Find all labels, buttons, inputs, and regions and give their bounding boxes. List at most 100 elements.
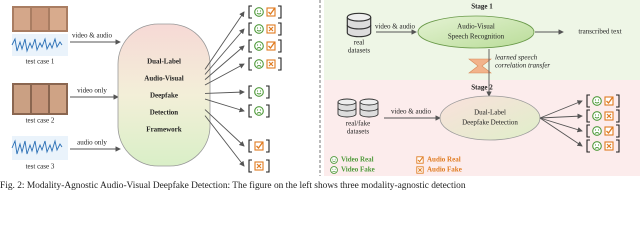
bracket [248, 5, 252, 19]
bracket [266, 159, 270, 173]
bracket [616, 94, 620, 108]
bracket [266, 139, 270, 153]
input-label: video & audio [391, 108, 432, 116]
bracket [248, 159, 252, 173]
smile-icon [592, 111, 602, 121]
dataset-icon [359, 98, 379, 118]
legend-label: Video Real [341, 156, 374, 164]
frown-icon [592, 126, 602, 136]
frown-icon [330, 166, 338, 174]
cross-icon [604, 141, 614, 151]
input-label: video only [77, 87, 107, 95]
arrow [204, 115, 245, 167]
transfer-label: learned speech [495, 54, 538, 62]
smile-icon [254, 87, 264, 97]
cross-icon [266, 59, 276, 69]
smile-icon [330, 156, 338, 164]
bracket [278, 22, 282, 36]
bracket [616, 124, 620, 138]
test-case-3-media [11, 136, 68, 160]
framework-line: Detection [150, 109, 178, 117]
bracket [616, 139, 620, 153]
caption: Fig. 2: Modality-Agnostic Audio-Visual D… [0, 180, 466, 191]
test-case-label: test case 1 [26, 58, 55, 66]
model-label: Dual-Label [474, 109, 506, 117]
bracket [278, 39, 282, 53]
output-label: transcribed text [578, 28, 621, 36]
bracket [266, 85, 270, 99]
bracket [248, 22, 252, 36]
arrow [204, 98, 245, 113]
model-label: Audio-Visual [457, 23, 495, 31]
input-label: video & audio [72, 32, 113, 40]
stage-title: Stage 2 [471, 84, 493, 92]
bracket [248, 85, 252, 99]
cross-icon [416, 166, 424, 174]
dataset-label: datasets [347, 128, 369, 136]
arrow [539, 117, 583, 147]
test-case-1-media [11, 6, 68, 56]
cross-icon [266, 24, 276, 34]
smile-icon [592, 96, 602, 106]
arrow [204, 89, 245, 95]
arrow [204, 109, 245, 147]
bracket [586, 94, 590, 108]
frown-icon [254, 106, 264, 116]
bracket [616, 109, 620, 123]
arrow [204, 11, 245, 70]
bracket [278, 5, 282, 19]
model-label: Deepfake Detection [462, 119, 518, 127]
bracket [248, 39, 252, 53]
cross-icon [254, 161, 264, 171]
legend: Video Real Audio Real Video Fake Audio Fake [330, 156, 462, 174]
test-case-label: test case 3 [26, 163, 55, 171]
test-case-label: test case 2 [26, 117, 55, 125]
left-outputs [204, 5, 282, 173]
framework-line: Deepfake [150, 92, 178, 100]
bracket [586, 139, 590, 153]
framework-box [117, 23, 211, 167]
check-icon [416, 156, 424, 164]
bracket [278, 57, 282, 71]
test-case-2-media [12, 83, 68, 115]
dataset-icon [346, 12, 372, 38]
dataset-icon [337, 98, 357, 118]
frown-icon [254, 41, 264, 51]
bracket [586, 124, 590, 138]
check-icon [266, 41, 276, 51]
asr-model [417, 15, 535, 49]
framework-line: Dual-Label [147, 58, 181, 66]
bracket [248, 139, 252, 153]
frown-icon [254, 59, 264, 69]
smile-icon [254, 7, 264, 17]
arrow [539, 100, 583, 119]
arrow [204, 45, 245, 80]
arrow [539, 113, 583, 119]
check-icon [266, 7, 276, 17]
bracket [248, 104, 252, 118]
arrow [539, 117, 583, 133]
stage-title: Stage 1 [471, 3, 493, 11]
arrow [204, 28, 245, 75]
framework-line: Audio-Visual [144, 75, 183, 83]
dataset-label: real [354, 39, 365, 47]
bracket [266, 104, 270, 118]
input-label: audio only [77, 139, 107, 147]
input-label: video & audio [375, 23, 416, 31]
transfer-label: correlation transfer [495, 62, 550, 70]
legend-label: Video Fake [341, 166, 375, 174]
check-icon [254, 141, 264, 151]
bracket [248, 57, 252, 71]
bracket [586, 109, 590, 123]
check-icon [604, 126, 614, 136]
transfer-icon [468, 58, 492, 74]
framework-title: Dual-Label Audio-Visual Deepfake Detection F… [144, 58, 183, 134]
page: Modality-Agnostic Audio-Visual Deepfake … [0, 0, 640, 193]
legend-label: Audio Real [427, 156, 461, 164]
frown-icon [592, 141, 602, 151]
body: test case 1 test case 2 test case 3 vide… [0, 0, 640, 193]
right-outputs [539, 94, 620, 153]
arrow [204, 63, 245, 86]
model-label: Speech Recognition [448, 33, 505, 41]
framework-line: Framework [146, 126, 181, 134]
